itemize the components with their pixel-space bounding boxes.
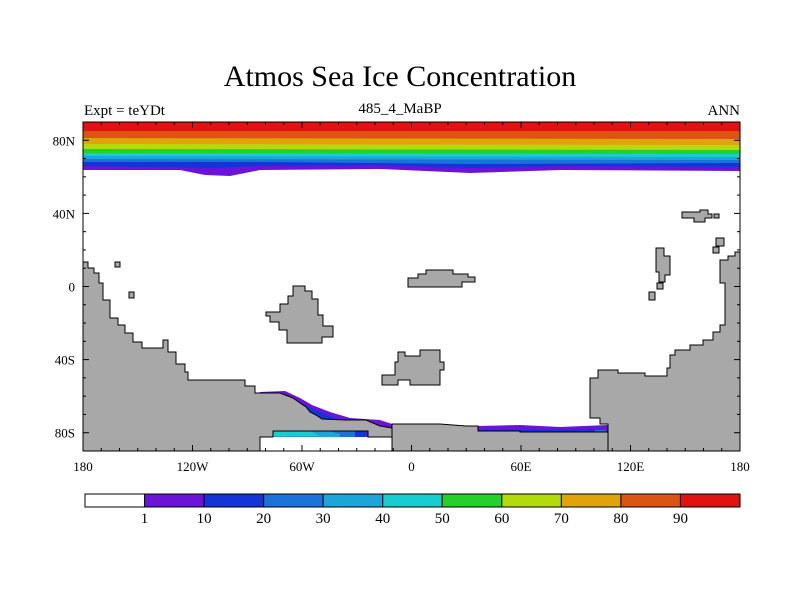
colorbar-swatch bbox=[203, 493, 265, 508]
run-label: 485_4_MaBP bbox=[358, 101, 442, 117]
colorbar-label: 80 bbox=[613, 511, 628, 527]
colorbar-swatch bbox=[84, 493, 146, 508]
island-central bbox=[265, 285, 334, 344]
island-mid-south bbox=[381, 349, 445, 386]
y-tick-label: 40S bbox=[55, 353, 75, 368]
x-tick-labels: 180 120W 60W 0 60E 120E 180 bbox=[73, 459, 750, 474]
axis-ticks bbox=[82, 121, 741, 452]
x-tick-label: 120E bbox=[617, 459, 645, 474]
experiment-label: Expt = teYDt bbox=[84, 103, 165, 119]
island-equator bbox=[407, 269, 476, 288]
colorbar-swatch bbox=[620, 493, 681, 508]
colorbar bbox=[84, 493, 741, 508]
colorbar-label: 10 bbox=[197, 511, 212, 527]
x-tick-label: 180 bbox=[730, 459, 750, 474]
landmass-east bbox=[589, 251, 740, 451]
island-small-7 bbox=[128, 291, 135, 299]
landmass-antarctica-center bbox=[391, 423, 609, 451]
island-small-3 bbox=[712, 246, 720, 254]
season-label: ANN bbox=[707, 103, 741, 119]
colorbar-label: 20 bbox=[256, 511, 271, 527]
colorbar-swatch bbox=[560, 493, 622, 508]
colorbar-swatch bbox=[322, 493, 384, 508]
x-tick-label: 120W bbox=[177, 459, 210, 474]
island-small-1 bbox=[713, 213, 720, 219]
colorbar-label: 90 bbox=[673, 511, 688, 527]
colorbar-label: 70 bbox=[554, 511, 569, 527]
y-tick-labels: 80N 40N 0 40S 80S bbox=[53, 133, 76, 440]
colorbar-label: 50 bbox=[435, 511, 450, 527]
x-tick-label: 180 bbox=[73, 459, 93, 474]
island-small-2 bbox=[715, 237, 725, 247]
colorbar-swatch bbox=[501, 493, 562, 508]
colorbar-label: 1 bbox=[141, 511, 149, 527]
y-tick-label: 0 bbox=[69, 280, 76, 295]
arctic-sea-ice bbox=[83, 122, 740, 176]
colorbar-swatch bbox=[441, 493, 503, 508]
island-small-4 bbox=[648, 291, 656, 301]
x-tick-label: 0 bbox=[408, 459, 415, 474]
colorbar-label: 40 bbox=[375, 511, 390, 527]
y-tick-label: 40N bbox=[53, 206, 76, 221]
landmass-west bbox=[83, 261, 393, 451]
colorbar-label: 30 bbox=[316, 511, 331, 527]
x-tick-label: 60E bbox=[511, 459, 532, 474]
island-small-5 bbox=[656, 282, 664, 290]
colorbar-swatch bbox=[679, 493, 741, 508]
island-east-pen bbox=[655, 247, 671, 283]
x-tick-label: 60W bbox=[289, 459, 315, 474]
colorbar-swatch bbox=[263, 493, 324, 508]
land-masses bbox=[83, 209, 740, 451]
plot-title: Atmos Sea Ice Concentration bbox=[223, 60, 577, 93]
y-tick-label: 80N bbox=[53, 133, 76, 148]
y-tick-label: 80S bbox=[55, 426, 75, 441]
map-panel bbox=[83, 122, 740, 451]
colorbar-label: 60 bbox=[494, 511, 509, 527]
island-north-east bbox=[681, 209, 713, 223]
colorbar-swatch bbox=[144, 493, 205, 508]
island-small-6 bbox=[114, 261, 121, 268]
colorbar-labels: 1 10 20 30 40 50 60 70 80 90 bbox=[141, 511, 688, 527]
colorbar-swatch bbox=[382, 493, 443, 508]
